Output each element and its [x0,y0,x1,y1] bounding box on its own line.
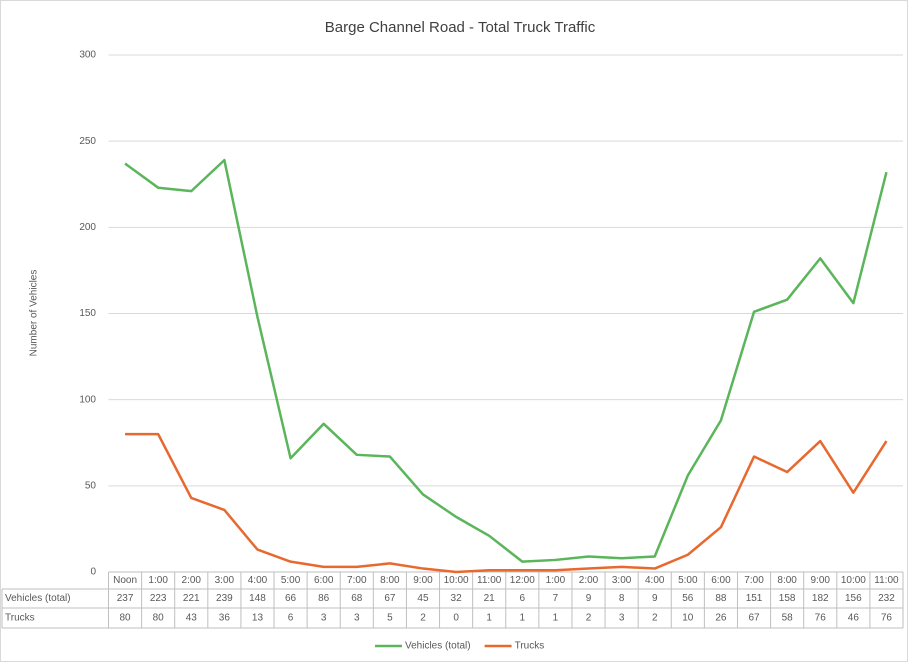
y-tick-label: 0 [90,567,96,578]
x-tick-label: 8:00 [380,575,400,586]
table-cell: 151 [746,593,763,604]
x-tick-label: 2:00 [182,575,202,586]
table-cell: 6 [520,593,526,604]
x-tick-label: 10:00 [444,575,469,586]
table-cell: 36 [219,613,231,624]
table-cell: 68 [351,593,363,604]
table-cell: 80 [119,613,131,624]
table-cell: 148 [249,593,266,604]
x-tick-label: 9:00 [811,575,831,586]
table-cell: 237 [117,593,134,604]
legend-label: Trucks [515,641,545,652]
table-cell: 6 [288,613,294,624]
table-cell: 182 [812,593,829,604]
x-tick-label: 2:00 [579,575,599,586]
table-cell: 3 [619,613,625,624]
table-cell: 5 [387,613,393,624]
table-cell: 156 [845,593,862,604]
y-tick-label: 150 [79,308,96,319]
x-tick-label: 9:00 [413,575,433,586]
table-cell: 2 [586,613,592,624]
table-cell: 21 [484,593,496,604]
table-cell: 0 [453,613,459,624]
table-cell: 7 [553,593,559,604]
table-cell: 9 [652,593,658,604]
table-cell: 8 [619,593,625,604]
series-line [124,158,888,563]
x-tick-label: 1:00 [148,575,168,586]
table-cell: 3 [354,613,360,624]
y-axis-label: Number of Vehicles [29,270,40,357]
x-tick-label: 12:00 [510,575,535,586]
table-cell: 32 [451,593,463,604]
table-cell: 13 [252,613,264,624]
x-tick-label: 7:00 [347,575,367,586]
x-tick-label: 4:00 [645,575,665,586]
x-tick-label: 11:00 [477,575,502,586]
table-cell: 239 [216,593,233,604]
table-cell: 88 [715,593,727,604]
table-cell: 80 [153,613,165,624]
x-tick-label: 6:00 [314,575,334,586]
x-tick-label: 1:00 [546,575,566,586]
y-tick-label: 100 [79,394,96,405]
table-cell: 2 [420,613,426,624]
table-cell: 46 [848,613,860,624]
series-line [125,432,888,574]
y-tick-label: 300 [79,50,96,61]
y-tick-label: 50 [85,480,97,491]
table-cell: 56 [682,593,694,604]
x-tick-label: 10:00 [841,575,866,586]
table-cell: 3 [321,613,327,624]
table-cell: 76 [881,613,893,624]
chart-title: Barge Channel Road - Total Truck Traffic [325,19,596,36]
x-tick-label: Noon [113,575,137,586]
x-tick-label: 7:00 [744,575,764,586]
table-cell: 232 [878,593,895,604]
y-tick-label: 200 [79,222,96,233]
x-tick-label: 3:00 [612,575,632,586]
x-tick-label: 6:00 [711,575,731,586]
table-cell: 43 [186,613,198,624]
table-row-header: Vehicles (total) [5,593,71,604]
x-tick-label: 5:00 [678,575,698,586]
table-cell: 10 [682,613,694,624]
table-cell: 221 [183,593,200,604]
table-cell: 67 [384,593,396,604]
table-cell: 86 [318,593,330,604]
table-cell: 58 [782,613,794,624]
table-cell: 2 [652,613,658,624]
table-cell: 45 [417,593,429,604]
x-tick-label: 5:00 [281,575,301,586]
table-row-header: Trucks [5,613,35,624]
table-cell: 9 [586,593,592,604]
x-tick-label: 8:00 [777,575,797,586]
table-cell: 66 [285,593,297,604]
legend-label: Vehicles (total) [405,641,471,652]
table-cell: 1 [486,613,492,624]
table-cell: 223 [150,593,167,604]
table-cell: 1 [520,613,526,624]
table-cell: 1 [553,613,559,624]
table-cell: 67 [748,613,760,624]
x-tick-label: 4:00 [248,575,268,586]
x-tick-label: 3:00 [215,575,235,586]
x-tick-label: 11:00 [874,575,899,586]
table-cell: 26 [715,613,727,624]
table-cell: 158 [779,593,796,604]
table-cell: 76 [815,613,827,624]
y-tick-label: 250 [79,136,96,147]
